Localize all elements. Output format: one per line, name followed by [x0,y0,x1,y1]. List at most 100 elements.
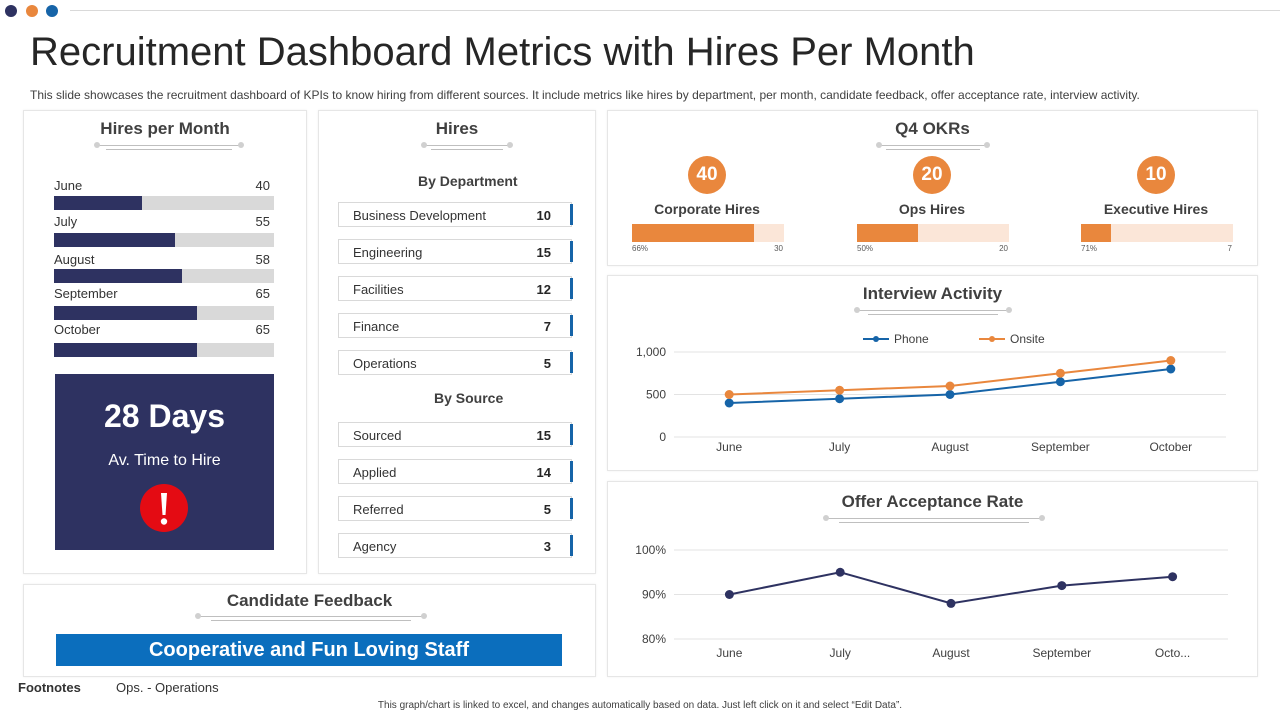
month-label: June [54,178,83,193]
month-bar-track [54,343,274,357]
data-point [945,381,955,391]
data-point [724,398,734,408]
hires-row-accent [570,315,573,336]
month-bar-fill [54,343,197,357]
y-tick-label: 1,000 [636,345,666,359]
month-label: August [54,252,95,267]
title-decoration [854,306,1012,316]
data-point [1055,368,1065,378]
month-label: September [54,286,118,301]
hires-row-value: 12 [536,282,551,297]
month-bar-fill [54,269,182,283]
month-value: 65 [255,286,270,301]
okr-bar-left-value: 50% [857,244,874,253]
data-point [1168,572,1178,582]
interview-activity-panel: Interview Activity [607,275,1258,471]
x-tick-label: August [932,646,970,660]
data-point [946,598,956,608]
hires-row-label: Referred [353,502,404,517]
y-tick-label: 80% [642,632,666,646]
okr-label: Executive Hires [1103,201,1209,217]
hires-row-value: 7 [543,319,551,334]
month-label: October [54,322,101,337]
page-title: Recruitment Dashboard Metrics with Hires… [30,30,975,74]
title-decoration [94,141,244,151]
data-point [945,390,955,399]
y-tick-label: 100% [635,543,666,557]
hires-row-accent [570,498,573,519]
hires-row: Applied 14 [338,459,573,484]
title-decoration [195,612,427,622]
month-value: 55 [255,214,270,229]
okr-bar-fill [632,224,754,242]
okr-bar-fill [1081,224,1112,242]
okr-bar-track [857,224,1009,242]
candidate-feedback-text: Cooperative and Fun Loving Staff [56,634,562,666]
x-tick-label: Octo... [1155,646,1190,660]
hires-row-label: Engineering [353,245,423,260]
okr-value-circle: 40 [688,156,726,194]
month-bar-track [54,196,274,210]
x-tick-label: August [931,440,969,454]
title-decoration [876,141,990,151]
hires-row-value: 5 [543,502,551,517]
decor-dot-navy [5,5,17,17]
footnotes-label: Footnotes [18,680,81,695]
decor-dot-blue [46,5,58,17]
data-point [724,590,734,599]
data-point [724,390,734,399]
exclamation-alert-icon [140,484,188,532]
hires-title: Hires [435,119,479,138]
month-bar-track [54,269,274,283]
okr-bar-right-value: 20 [999,244,1008,253]
x-tick-label: September [1032,646,1091,660]
month-bar-track [54,233,274,247]
hires-row: Sourced 15 [338,422,573,447]
hires-row-accent [570,461,573,482]
data-point [1166,356,1176,365]
okr-bar-track [1081,224,1233,242]
x-tick-label: October [1149,440,1192,454]
candidate-feedback-title: Candidate Feedback [226,591,393,610]
okr-bar-fill [857,224,918,242]
hires-row-label: Agency [353,539,397,554]
x-tick-label: September [1031,440,1090,454]
month-value: 58 [255,252,270,267]
hires-row-value: 15 [536,428,551,443]
okr-label: Ops Hires [898,201,966,217]
hires-row: Agency 3 [338,533,573,558]
q4-okrs-title: Q4 OKRs [895,119,970,138]
okr-label: Corporate Hires [654,201,760,217]
hires-row-accent [570,278,573,299]
month-bar-fill [54,196,142,210]
data-point [835,394,845,404]
hires-row-label: Operations [353,356,417,371]
okr-value-circle: 10 [1137,156,1175,194]
by-source-heading: By Source [434,390,504,406]
title-decoration [421,141,513,151]
title-decoration [823,514,1045,524]
okr-bar-left-value: 66% [632,244,649,253]
legend-marker [989,336,995,342]
hires-row-label: Business Development [353,208,486,223]
series-line [729,571,1173,605]
hires-row-accent [570,424,573,445]
time-to-hire-card: 28 Days Av. Time to Hire [55,374,274,550]
page-subtitle: This slide showcases the recruitment das… [30,88,1140,102]
data-point [835,385,845,395]
decor-dot-orange [26,5,38,17]
by-department-heading: By Department [418,173,518,189]
x-tick-label: June [716,646,742,660]
hires-row-accent [570,204,573,225]
hires-row: Facilities 12 [338,276,573,301]
offer-acceptance-panel: Offer Acceptance Rate [607,481,1258,677]
month-label: July [54,214,78,229]
y-tick-label: 90% [642,588,666,602]
hires-row: Operations 5 [338,350,573,375]
hires-row: Finance 7 [338,313,573,338]
top-divider [70,10,1280,11]
time-to-hire-value: 28 Days [104,398,225,434]
data-point [835,567,845,577]
okr-bar-right-value: 7 [1227,244,1232,253]
okr-bar-track [632,224,784,242]
